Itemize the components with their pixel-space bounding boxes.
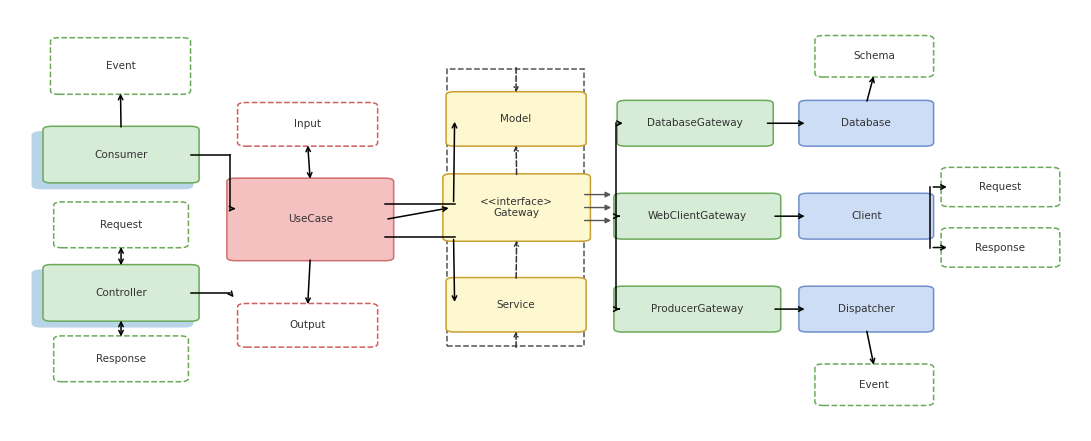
- Text: Response: Response: [96, 354, 146, 364]
- FancyBboxPatch shape: [815, 36, 934, 77]
- Text: <<interface>
Gateway: <<interface> Gateway: [480, 197, 553, 218]
- FancyBboxPatch shape: [446, 92, 586, 146]
- FancyBboxPatch shape: [50, 37, 191, 94]
- FancyBboxPatch shape: [446, 277, 586, 332]
- Text: Client: Client: [851, 211, 882, 221]
- FancyBboxPatch shape: [942, 228, 1059, 267]
- Text: ProducerGateway: ProducerGateway: [651, 304, 743, 314]
- Text: UseCase: UseCase: [288, 214, 333, 224]
- Text: Service: Service: [496, 300, 536, 310]
- FancyBboxPatch shape: [815, 364, 934, 405]
- Text: Database: Database: [841, 118, 891, 128]
- Text: Event: Event: [860, 380, 889, 390]
- FancyBboxPatch shape: [53, 336, 189, 382]
- Text: Request: Request: [100, 220, 142, 230]
- FancyBboxPatch shape: [614, 286, 781, 332]
- Text: Controller: Controller: [95, 288, 147, 298]
- Text: Schema: Schema: [853, 51, 896, 61]
- FancyBboxPatch shape: [53, 202, 189, 248]
- FancyBboxPatch shape: [799, 286, 934, 332]
- Text: Response: Response: [975, 243, 1026, 253]
- Text: Model: Model: [501, 114, 531, 124]
- FancyBboxPatch shape: [443, 174, 590, 241]
- Bar: [447, 69, 584, 346]
- FancyBboxPatch shape: [227, 178, 394, 261]
- FancyBboxPatch shape: [238, 303, 377, 347]
- Text: Input: Input: [295, 120, 321, 129]
- Text: Dispatcher: Dispatcher: [838, 304, 895, 314]
- FancyBboxPatch shape: [942, 167, 1059, 207]
- FancyBboxPatch shape: [618, 101, 774, 146]
- Text: WebClientGateway: WebClientGateway: [648, 211, 747, 221]
- FancyBboxPatch shape: [238, 102, 377, 146]
- Text: Request: Request: [980, 182, 1021, 192]
- FancyBboxPatch shape: [43, 265, 199, 321]
- Text: DatabaseGateway: DatabaseGateway: [647, 118, 743, 128]
- FancyBboxPatch shape: [33, 132, 193, 188]
- FancyBboxPatch shape: [33, 270, 193, 327]
- Text: Event: Event: [106, 61, 135, 71]
- FancyBboxPatch shape: [43, 126, 199, 183]
- Text: Output: Output: [289, 320, 326, 330]
- FancyBboxPatch shape: [799, 193, 934, 239]
- Text: Consumer: Consumer: [94, 149, 147, 160]
- FancyBboxPatch shape: [799, 101, 934, 146]
- FancyBboxPatch shape: [614, 193, 781, 239]
